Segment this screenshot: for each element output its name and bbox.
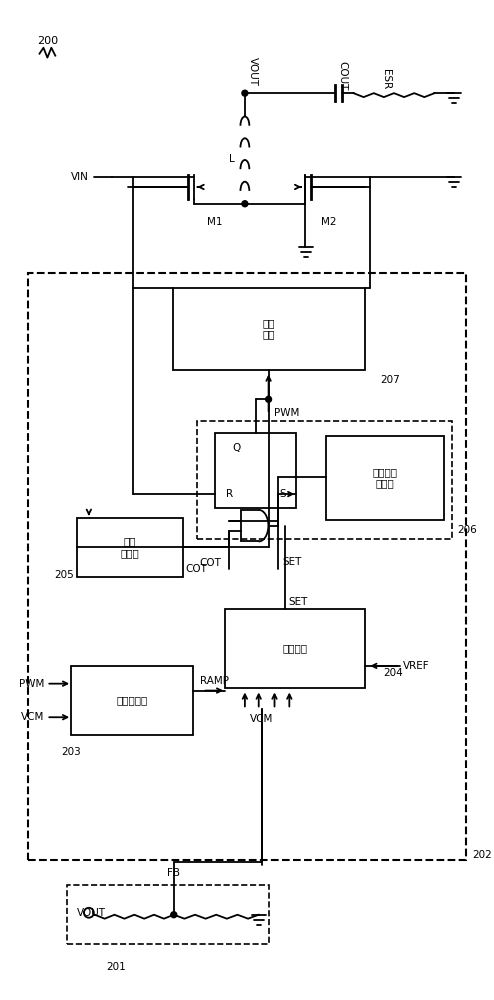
Text: PWM: PWM — [19, 679, 44, 689]
Text: 203: 203 — [61, 747, 81, 757]
FancyBboxPatch shape — [67, 885, 269, 944]
FancyBboxPatch shape — [77, 518, 183, 577]
Text: 202: 202 — [472, 850, 492, 860]
Circle shape — [242, 90, 248, 96]
Text: S: S — [279, 489, 286, 499]
FancyBboxPatch shape — [28, 273, 466, 860]
Text: 201: 201 — [107, 962, 126, 972]
Text: 导通
计时器: 导通 计时器 — [121, 537, 139, 558]
Text: L: L — [229, 154, 235, 164]
Text: COT: COT — [186, 564, 207, 574]
Text: VOUT: VOUT — [248, 57, 258, 86]
Text: 204: 204 — [383, 668, 403, 678]
Text: 最小关断
计时器: 最小关断 计时器 — [372, 467, 398, 489]
Text: VREF: VREF — [403, 661, 429, 671]
Text: RAMP: RAMP — [201, 676, 229, 686]
FancyBboxPatch shape — [326, 436, 445, 520]
Text: M1: M1 — [207, 217, 223, 227]
Text: 驱动
电路: 驱动 电路 — [263, 318, 275, 339]
Text: Q: Q — [233, 443, 241, 453]
Text: SET: SET — [288, 597, 308, 607]
Text: 205: 205 — [54, 570, 74, 580]
FancyBboxPatch shape — [198, 421, 452, 539]
Circle shape — [242, 201, 248, 207]
Text: SET: SET — [282, 557, 302, 567]
Text: COT: COT — [199, 558, 221, 568]
Text: R: R — [226, 489, 233, 499]
Text: VOUT: VOUT — [77, 908, 106, 918]
Text: 200: 200 — [38, 36, 59, 46]
Text: M2: M2 — [321, 217, 336, 227]
Text: ESR: ESR — [381, 69, 391, 89]
Text: 207: 207 — [380, 375, 400, 385]
Text: VIN: VIN — [71, 172, 89, 182]
Circle shape — [266, 396, 272, 402]
Text: 206: 206 — [457, 525, 477, 535]
Text: 斜坡发生器: 斜坡发生器 — [116, 695, 147, 705]
FancyBboxPatch shape — [215, 433, 296, 508]
Text: 比较电路: 比较电路 — [283, 643, 308, 653]
Circle shape — [171, 912, 177, 918]
Text: VCM: VCM — [21, 712, 44, 722]
Text: VCM: VCM — [250, 714, 273, 724]
FancyBboxPatch shape — [225, 609, 366, 688]
Text: FB: FB — [167, 868, 180, 878]
FancyBboxPatch shape — [173, 288, 366, 370]
FancyBboxPatch shape — [71, 666, 193, 735]
Text: COUT: COUT — [338, 61, 348, 90]
Text: PWM: PWM — [274, 408, 299, 418]
